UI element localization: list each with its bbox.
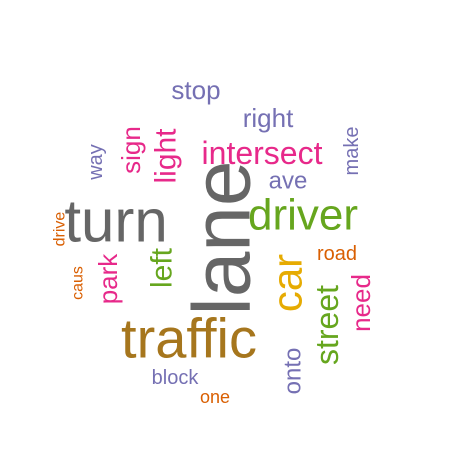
word-caus: caus — [70, 266, 87, 300]
word-intersect: intersect — [202, 135, 323, 171]
word-left: left — [146, 247, 179, 288]
word-lane: lane — [177, 160, 268, 315]
word-make: make — [341, 127, 363, 176]
word-driver: driver — [248, 191, 358, 240]
word-stop: stop — [171, 75, 220, 105]
word-turn: turn — [64, 188, 167, 255]
word-one: one — [200, 387, 230, 407]
word-ave: ave — [269, 168, 308, 195]
word-sign: sign — [116, 126, 146, 174]
word-light: light — [150, 128, 183, 184]
word-street: street — [309, 285, 345, 365]
word-onto: onto — [280, 348, 307, 395]
word-right: right — [243, 103, 294, 133]
word-need: need — [346, 274, 376, 332]
word-block: block — [152, 367, 200, 389]
word-park: park — [93, 253, 123, 305]
word-car: car — [264, 254, 311, 312]
word-traffic: traffic — [121, 307, 257, 370]
word-road: road — [317, 243, 357, 265]
word-way: way — [85, 144, 107, 181]
word-drive: drive — [52, 212, 69, 247]
